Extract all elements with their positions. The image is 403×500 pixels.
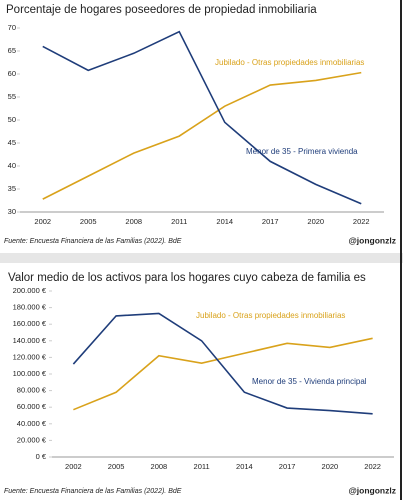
y-tick-label: 70 xyxy=(8,23,16,32)
x-tick-label: 2002 xyxy=(65,462,82,471)
line xyxy=(72,312,373,415)
separator xyxy=(0,253,403,263)
y-tick-label: 120.000 € xyxy=(13,352,47,361)
handle: @jongonzlz xyxy=(349,235,396,245)
x-tick-label: 2005 xyxy=(80,217,97,226)
x-tick-label: 2022 xyxy=(364,462,381,471)
x-tick-label: 2011 xyxy=(171,217,187,226)
series-label: Jubilado - Otras propiedades inmobiliari… xyxy=(196,311,345,320)
line xyxy=(42,71,362,200)
series-label: Jubilado - Otras propiedades inmobiliari… xyxy=(215,58,364,67)
y-tick-label: 140.000 € xyxy=(13,336,47,345)
x-tick-label: 2017 xyxy=(262,217,279,226)
series-label: Menor de 35 - Vivienda principal xyxy=(252,377,367,386)
y-tick-label: 160.000 € xyxy=(13,319,47,328)
chart-title: Porcentaje de hogares poseedores de prop… xyxy=(6,4,317,16)
y-tick-label: 100.000 € xyxy=(13,369,47,378)
y-tick-label: 180.000 € xyxy=(13,303,47,312)
x-tick-label: 2008 xyxy=(125,217,142,226)
y-tick-label: 60.000 € xyxy=(17,402,47,411)
y-tick-label: 200.000 € xyxy=(13,286,47,295)
x-tick-label: 2002 xyxy=(34,217,51,226)
x-tick-label: 2020 xyxy=(307,217,324,226)
y-tick-label: 45 xyxy=(8,138,16,147)
y-tick-label: 40.000 € xyxy=(17,419,47,428)
series-label: Menor de 35 - Primera vivienda xyxy=(246,147,358,156)
y-tick-label: 50 xyxy=(8,115,16,124)
y-tick-label: 80.000 € xyxy=(17,386,47,395)
x-tick-label: 2011 xyxy=(194,462,210,471)
source: Fuente: Encuesta Financiera de las Famil… xyxy=(4,238,182,245)
x-tick-label: 2008 xyxy=(151,462,168,471)
x-tick-label: 2014 xyxy=(216,217,233,226)
y-tick-label: 65 xyxy=(8,46,16,55)
line xyxy=(42,30,362,205)
x-tick-label: 2014 xyxy=(236,462,253,471)
chart-title: Valor medio de los activos para los hoga… xyxy=(8,272,366,284)
line xyxy=(73,337,373,411)
y-tick-label: 35 xyxy=(8,184,16,193)
source: Fuente: Encuesta Financiera de las Famil… xyxy=(4,488,182,495)
y-tick-label: 55 xyxy=(8,92,16,101)
y-tick-label: 20.000 € xyxy=(17,435,47,444)
y-tick-label: 0 € xyxy=(36,452,47,461)
x-tick-label: 2005 xyxy=(108,462,125,471)
x-tick-label: 2017 xyxy=(279,462,296,471)
x-tick-label: 2022 xyxy=(353,217,370,226)
y-tick-label: 40 xyxy=(8,161,16,170)
handle: @jongonzlz xyxy=(349,485,396,495)
y-tick-label: 60 xyxy=(8,69,16,78)
x-tick-label: 2020 xyxy=(322,462,339,471)
y-tick-label: 30 xyxy=(8,207,16,216)
